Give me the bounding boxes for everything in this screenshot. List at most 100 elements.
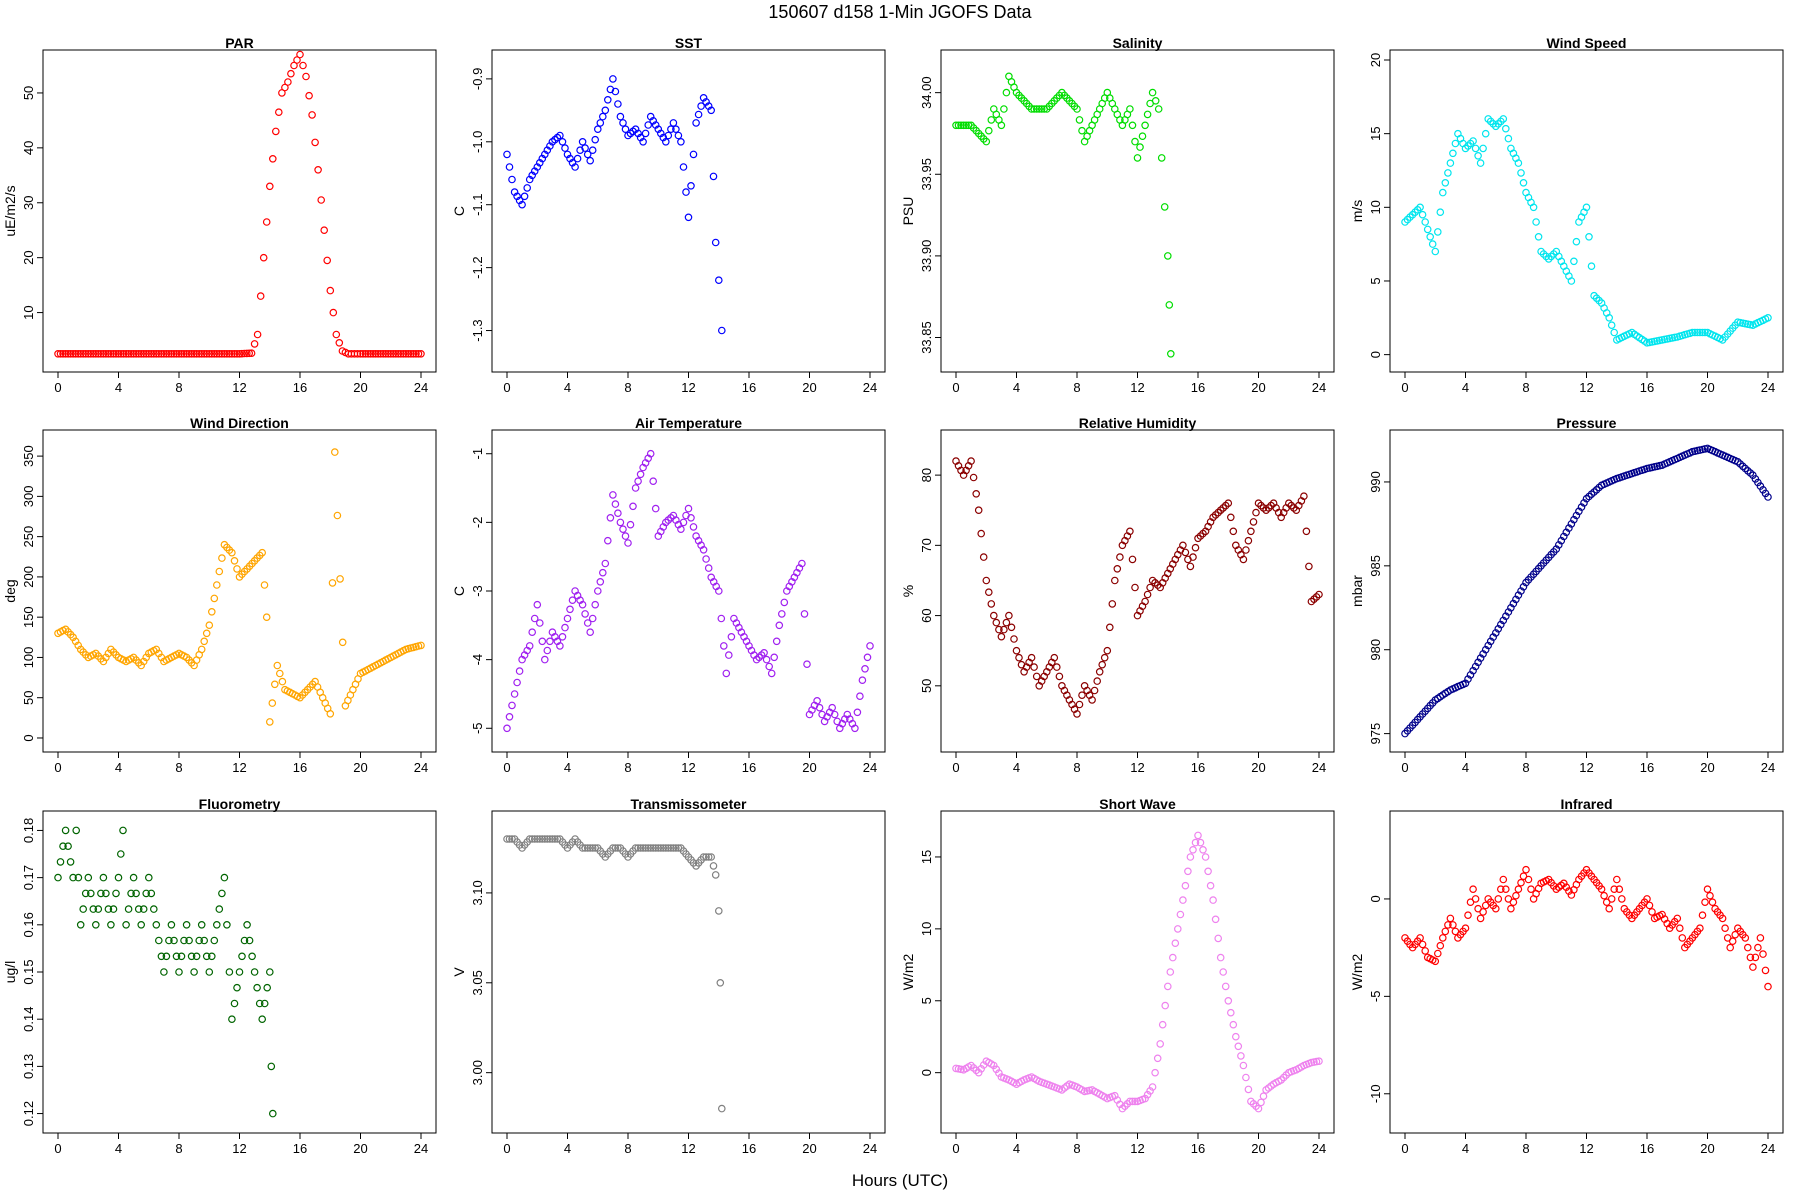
transmissometer-x-tick-label: 12 [681, 1141, 695, 1156]
fluorometry-plot-frame [42, 810, 437, 1134]
salinity-point [1075, 116, 1084, 124]
wind-speed-point [1504, 134, 1513, 143]
air-temperature-point [699, 545, 708, 554]
short-wave-x-tick-label: 20 [1251, 1141, 1265, 1156]
par-x-tick-label: 16 [293, 380, 307, 395]
par-x-tick-label: 0 [54, 380, 61, 395]
wind-direction-y-tick-label: 250 [21, 526, 36, 548]
short-wave-point [1211, 915, 1220, 924]
short-wave-point [1128, 1097, 1137, 1106]
par-y-tick-label: 30 [21, 196, 36, 210]
par-point [417, 349, 425, 358]
fluorometry-point [56, 858, 65, 866]
wind-direction-title: Wind Direction [190, 415, 289, 431]
wind-speed-point [1451, 139, 1460, 148]
fluorometry-point [99, 873, 108, 882]
fluorometry-point [122, 920, 130, 929]
short-wave-y-tick-label: 5 [919, 997, 934, 1004]
fluorometry-y-tick-label: 0.16 [21, 912, 36, 937]
air-temperature-point [856, 692, 864, 701]
air-temperature-point [566, 605, 574, 614]
par-point [76, 349, 85, 358]
transmissometer-plot-frame [491, 810, 886, 1134]
par-point [302, 72, 310, 81]
par-point [259, 253, 268, 262]
wind-direction-point [258, 548, 267, 557]
wind-direction-point [338, 638, 347, 647]
relative-humidity-x-tick-label: 8 [1073, 760, 1080, 775]
wind-direction-y-tick-label: 300 [21, 486, 36, 508]
salinity-point [1136, 143, 1144, 151]
par-point [243, 349, 251, 358]
wind-direction-point [99, 657, 108, 666]
fluorometry-point [268, 1109, 277, 1118]
short-wave-x-tick-label: 24 [1312, 1141, 1326, 1156]
par-point [374, 349, 382, 358]
air-temperature-point [533, 600, 542, 609]
fluorometry-x-tick-label: 8 [175, 1141, 182, 1156]
wind-speed-point [1481, 129, 1490, 138]
transmissometer-point [538, 835, 547, 843]
par-point [170, 349, 178, 358]
short-wave-point [1143, 1090, 1152, 1099]
relative-humidity-x-tick-label: 24 [1312, 760, 1326, 775]
infrared-point [1597, 885, 1606, 894]
relative-humidity-point [1219, 504, 1228, 512]
fluorometry-point [104, 905, 113, 913]
infrared-point [1446, 914, 1455, 923]
relative-humidity-point [1148, 576, 1157, 585]
wind-speed-point [1764, 313, 1772, 322]
relative-humidity-point [997, 632, 1006, 641]
short-wave-point [1153, 1054, 1162, 1063]
transmissometer-x-axis: 0 4 8 12 16 20 24 [503, 1133, 877, 1156]
air-temperature-y-axis: -5 -4 -3 -2 -1 [470, 448, 492, 734]
infrared-point [1492, 904, 1500, 913]
par-point [305, 91, 313, 100]
air-temperature-point [689, 523, 698, 531]
relative-humidity-point [1216, 506, 1225, 515]
sst-point [611, 87, 620, 96]
air-temperature-point [530, 614, 539, 623]
wind-speed-x-axis: 0 4 8 12 16 20 24 [1401, 372, 1775, 395]
fluorometry-point [84, 873, 93, 882]
pressure-points [1401, 444, 1772, 738]
sst-x-tick-label: 20 [802, 380, 816, 395]
air-temperature-point [803, 660, 811, 669]
air-temperature-point [767, 669, 776, 678]
air-temperature-point [722, 669, 731, 678]
infrared-x-tick-label: 24 [1761, 1141, 1775, 1156]
infrared-point [1618, 895, 1626, 903]
wind-direction-x-tick-label: 24 [414, 760, 428, 775]
par-point [225, 349, 234, 358]
relative-humidity-point [1098, 660, 1107, 669]
air-temperature-point [556, 642, 564, 650]
infrared-point [1706, 891, 1714, 900]
wind-speed-point [1426, 233, 1435, 241]
relative-humidity-x-tick-label: 0 [952, 760, 959, 775]
sst-point [518, 200, 526, 209]
wind-speed-point [1471, 144, 1480, 153]
relative-humidity-point [1229, 527, 1238, 536]
fluorometry-x-tick-label: 20 [353, 1141, 367, 1156]
par-point [137, 349, 146, 358]
fluorometry-point [142, 889, 151, 898]
wind-direction-point [278, 677, 287, 686]
fluorometry-point [155, 936, 163, 945]
infrared-y-tick-label: -10 [1368, 1084, 1383, 1103]
transmissometer-point [716, 978, 725, 987]
par-point [109, 349, 118, 358]
par-point [139, 349, 148, 358]
fluorometry-points [54, 826, 277, 1118]
wind-direction-x-tick-label: 4 [115, 760, 122, 775]
wind-direction-y-label: deg [2, 579, 18, 602]
fluorometry-point [202, 952, 211, 961]
infrared-point [1479, 908, 1487, 916]
fluorometry-y-tick-label: 0.18 [21, 818, 36, 843]
short-wave-y-label: W/m2 [900, 954, 916, 991]
relative-humidity-point [1075, 700, 1084, 709]
infrared-point [1746, 953, 1755, 962]
salinity-point [997, 121, 1006, 130]
wind-speed-point [1413, 206, 1422, 214]
relative-humidity-point [1002, 618, 1011, 627]
pressure-x-tick-label: 16 [1640, 760, 1654, 775]
